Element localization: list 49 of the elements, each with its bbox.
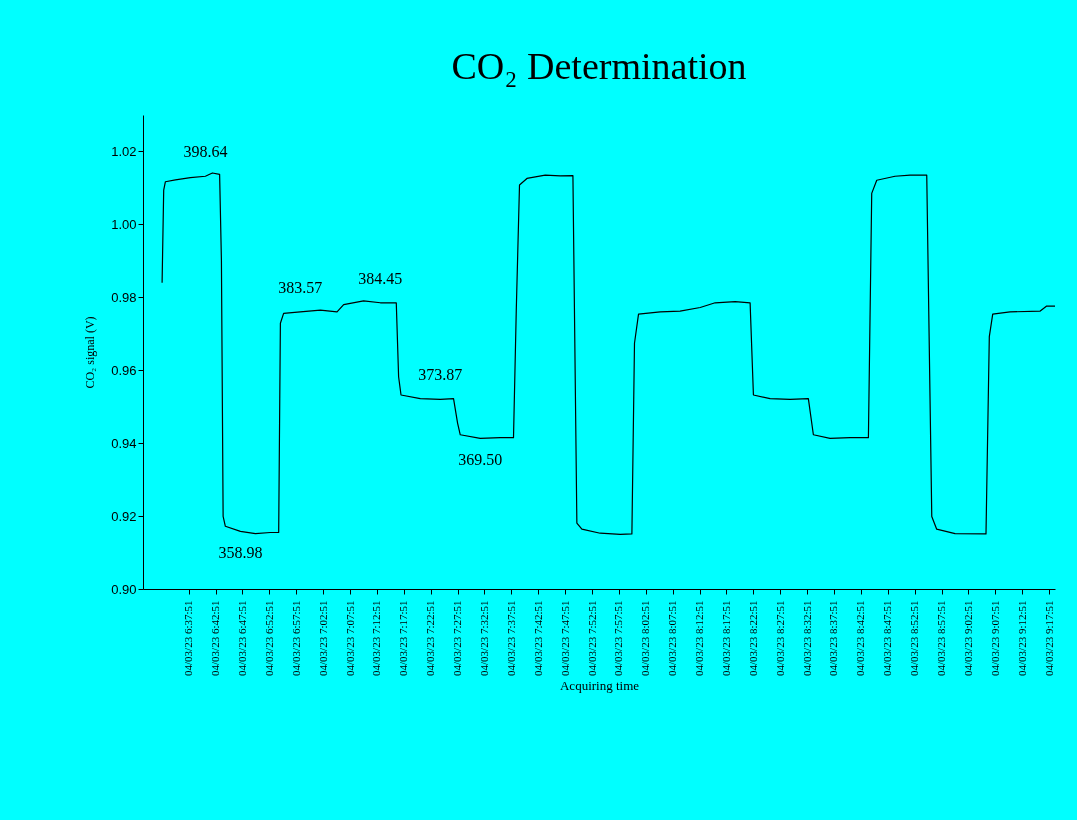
x-tick-label: 04/03/23 8:32:51 — [800, 600, 813, 676]
y-tick-label: 1.00 — [111, 216, 137, 232]
x-tick-label: 04/03/23 7:37:51 — [504, 600, 517, 676]
x-tick-label: 04/03/23 6:47:51 — [235, 600, 248, 676]
annotation: 384.45 — [358, 269, 403, 287]
chart-title: CO₂ Determination — [451, 45, 747, 87]
x-tick-label: 04/03/23 7:22:51 — [424, 600, 437, 676]
annotation: 358.98 — [218, 544, 263, 562]
x-tick-label: 04/03/23 6:42:51 — [209, 600, 222, 676]
x-tick-label: 04/03/23 8:22:51 — [746, 600, 759, 676]
x-tick-label: 04/03/23 8:02:51 — [639, 600, 652, 676]
x-tick-label: 04/03/23 9:17:51 — [1042, 600, 1055, 676]
x-tick-label: 04/03/23 8:27:51 — [773, 600, 786, 676]
y-tick-label: 0.90 — [111, 581, 137, 597]
x-tick-label: 04/03/23 7:52:51 — [585, 600, 598, 676]
x-tick-label: 04/03/23 8:17:51 — [719, 600, 732, 676]
x-tick-label: 04/03/23 8:47:51 — [881, 600, 894, 676]
x-tick-label: 04/03/23 7:17:51 — [397, 600, 410, 676]
x-tick-label: 04/03/23 7:27:51 — [451, 600, 464, 676]
y-tick-label: 0.94 — [111, 435, 137, 451]
x-tick-label: 04/03/23 8:42:51 — [854, 600, 867, 676]
annotation: 369.50 — [458, 451, 503, 469]
x-tick-label: 04/03/23 6:52:51 — [262, 600, 275, 676]
x-tick-label: 04/03/23 7:02:51 — [316, 600, 329, 676]
annotation: 373.87 — [418, 366, 463, 384]
x-tick-label: 04/03/23 9:12:51 — [1015, 600, 1028, 676]
x-axis-title: Acquiring time — [559, 677, 640, 693]
y-tick-label: 1.02 — [111, 143, 137, 159]
x-tick-label: 04/03/23 7:47:51 — [558, 600, 571, 676]
x-tick-label: 04/03/23 8:52:51 — [908, 600, 921, 676]
x-tick-label: 04/03/23 8:07:51 — [666, 600, 679, 676]
annotation: 383.57 — [278, 278, 323, 296]
y-tick-label: 0.96 — [111, 362, 137, 378]
y-tick-label: 0.92 — [111, 508, 137, 524]
x-tick-label: 04/03/23 8:12:51 — [693, 600, 706, 676]
y-axis-title: CO₂ signal (V) — [83, 316, 98, 389]
x-tick-label: 04/03/23 7:12:51 — [370, 600, 383, 676]
x-tick-label: 04/03/23 8:57:51 — [935, 600, 948, 676]
annotation: 398.64 — [183, 143, 228, 161]
x-tick-label: 04/03/23 6:37:51 — [182, 600, 195, 676]
x-tick-label: 04/03/23 8:37:51 — [827, 600, 840, 676]
x-tick-label: 04/03/23 9:02:51 — [961, 600, 974, 676]
x-tick-label: 04/03/23 6:57:51 — [289, 600, 302, 676]
x-tick-label: 04/03/23 7:07:51 — [343, 600, 356, 676]
x-tick-label: 04/03/23 7:42:51 — [531, 600, 544, 676]
x-tick-label: 04/03/23 9:07:51 — [988, 600, 1001, 676]
x-tick-label: 04/03/23 7:57:51 — [612, 600, 625, 676]
y-tick-label: 0.98 — [111, 289, 137, 305]
x-tick-label: 04/03/23 7:32:51 — [477, 600, 490, 676]
